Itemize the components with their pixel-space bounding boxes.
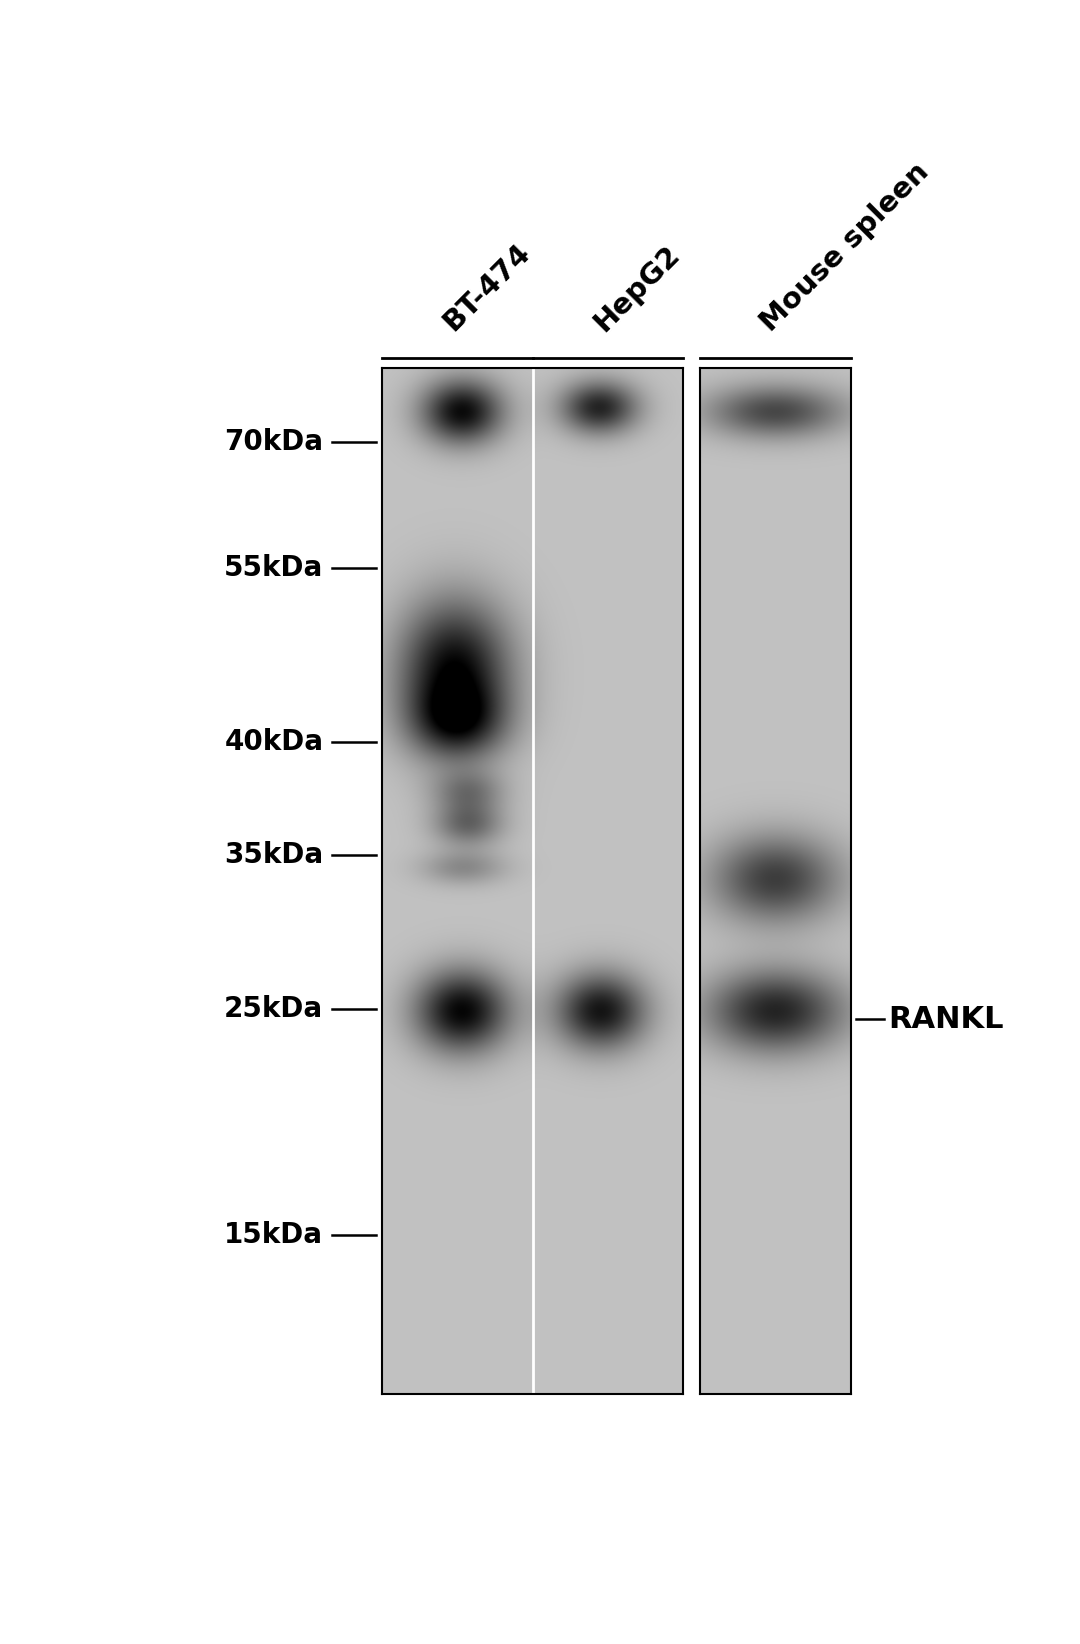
Text: BT-474: BT-474 <box>437 238 536 337</box>
Text: Mouse spleen: Mouse spleen <box>756 158 935 337</box>
Text: 70kDa: 70kDa <box>225 427 323 455</box>
Text: 55kDa: 55kDa <box>224 554 323 582</box>
Text: 35kDa: 35kDa <box>225 842 323 870</box>
Text: 15kDa: 15kDa <box>225 1220 323 1248</box>
Text: 25kDa: 25kDa <box>225 995 323 1023</box>
Text: RANKL: RANKL <box>889 1004 1003 1034</box>
Text: HepG2: HepG2 <box>589 240 685 337</box>
Text: 40kDa: 40kDa <box>225 728 323 756</box>
